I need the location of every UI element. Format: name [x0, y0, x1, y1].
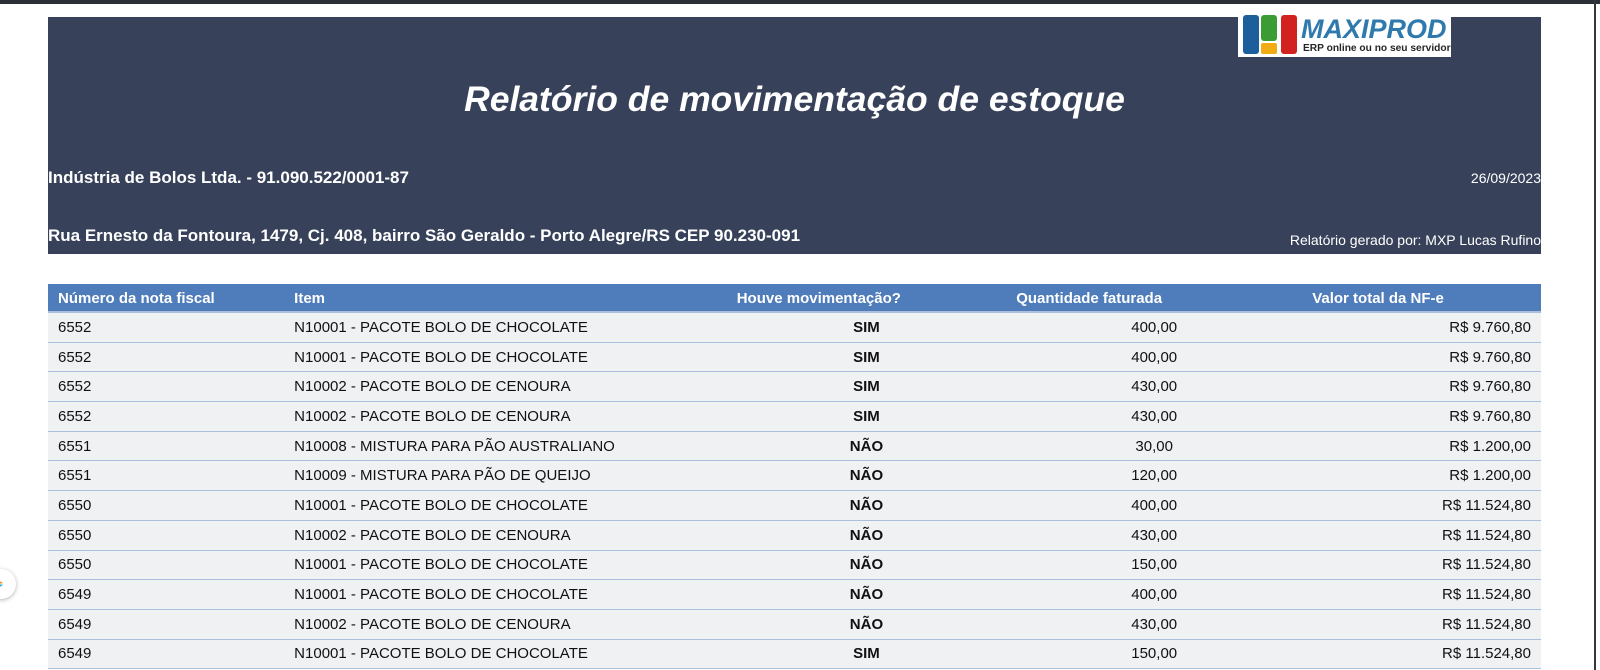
svg-text:MAXIPROD: MAXIPROD [1301, 14, 1447, 44]
svg-text:ERP online ou no seu servidor: ERP online ou no seu servidor [1303, 43, 1451, 54]
